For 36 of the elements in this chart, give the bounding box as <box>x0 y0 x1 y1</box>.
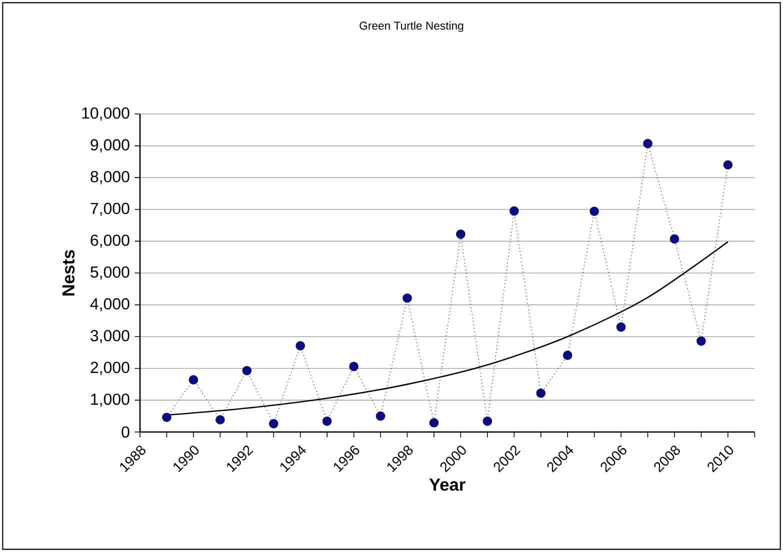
point <box>536 388 546 398</box>
point <box>643 138 652 148</box>
point <box>216 415 225 424</box>
y-tick-label: 4,000 <box>90 298 130 312</box>
y-tick-label: 7,000 <box>90 202 130 216</box>
point <box>723 160 733 170</box>
point <box>162 412 172 422</box>
y-tick-label: 9,000 <box>90 139 130 152</box>
y-tick-label: 0 <box>122 426 130 438</box>
point <box>349 362 358 372</box>
point <box>616 322 626 332</box>
chart-title: Green Turtle Nesting <box>360 21 464 32</box>
point <box>268 419 278 428</box>
point <box>296 341 306 350</box>
point <box>376 411 386 421</box>
x-axis-title: Year <box>429 478 466 491</box>
point <box>509 206 519 216</box>
point <box>456 230 466 239</box>
point <box>696 336 706 346</box>
point <box>590 206 599 216</box>
point <box>322 416 332 426</box>
point <box>188 375 198 384</box>
y-tick-label: 3,000 <box>90 330 130 344</box>
point <box>482 416 492 426</box>
point <box>562 350 572 360</box>
point <box>402 293 412 303</box>
y-tick-label: 1,000 <box>91 394 130 407</box>
y-axis-title: Nests <box>62 250 75 296</box>
y-tick-label: 6,000 <box>90 234 130 248</box>
y-tick-label: 8,000 <box>90 170 130 184</box>
y-tick-label: 5,000 <box>90 266 130 280</box>
y-tick-label: 2,000 <box>90 362 130 375</box>
point <box>242 366 252 376</box>
point <box>429 418 439 428</box>
point <box>670 234 680 244</box>
y-tick-label: 10,000 <box>82 107 130 121</box>
